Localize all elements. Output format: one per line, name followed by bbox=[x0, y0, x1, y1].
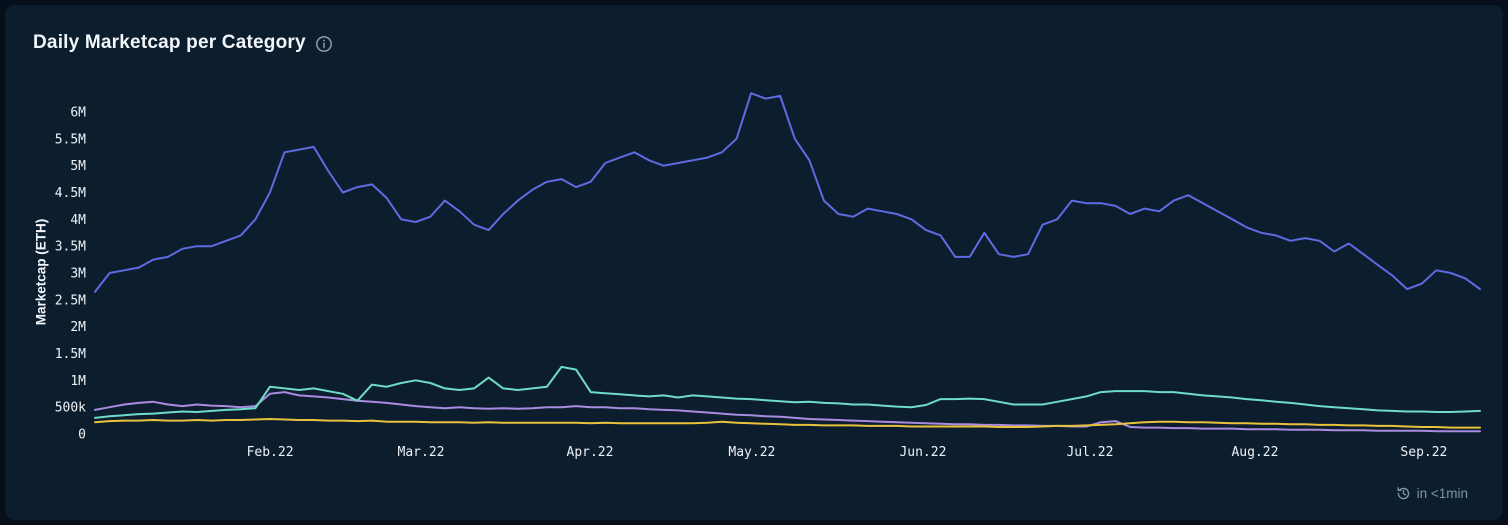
series-line-yellow[interactable] bbox=[94, 418, 1481, 429]
x-tick-label: Apr.22 bbox=[567, 445, 614, 460]
y-tick-label: 4M bbox=[70, 213, 86, 228]
chart-title: Daily Marketcap per Category bbox=[33, 32, 306, 53]
info-icon[interactable] bbox=[315, 35, 333, 53]
y-tick-label: 5.5M bbox=[55, 132, 86, 147]
y-tick-label: 2M bbox=[70, 320, 86, 335]
series-line-purple[interactable] bbox=[94, 391, 1481, 433]
refresh-text: in <1min bbox=[1416, 486, 1468, 501]
y-tick-label: 0 bbox=[78, 428, 86, 443]
x-tick-label: Feb.22 bbox=[247, 445, 294, 460]
refresh-status: in <1min bbox=[1396, 486, 1468, 501]
y-tick-label: 4.5M bbox=[55, 186, 86, 201]
x-tick-label: Sep.22 bbox=[1400, 445, 1447, 460]
x-tick-label: Jul.22 bbox=[1066, 445, 1113, 460]
y-tick-label: 3.5M bbox=[55, 240, 86, 255]
x-tick-label: Aug.22 bbox=[1231, 445, 1278, 460]
series-line-blue[interactable] bbox=[94, 92, 1481, 293]
y-tick-label: 1M bbox=[70, 374, 86, 389]
y-tick-label: 5M bbox=[70, 159, 86, 174]
x-tick-label: May.22 bbox=[728, 445, 775, 460]
y-tick-label: 1.5M bbox=[55, 347, 86, 362]
chart-card bbox=[5, 5, 1503, 520]
y-tick-label: 3M bbox=[70, 267, 86, 282]
x-tick-label: Jun.22 bbox=[899, 445, 946, 460]
y-tick-label: 2.5M bbox=[55, 293, 86, 308]
series-line-teal[interactable] bbox=[94, 365, 1481, 419]
y-tick-label: 500k bbox=[55, 401, 86, 416]
chart-header: Daily Marketcap per Category bbox=[33, 32, 333, 54]
refresh-clock-icon bbox=[1396, 486, 1411, 501]
y-tick-label: 6M bbox=[70, 106, 86, 121]
x-tick-label: Mar.22 bbox=[398, 445, 445, 460]
